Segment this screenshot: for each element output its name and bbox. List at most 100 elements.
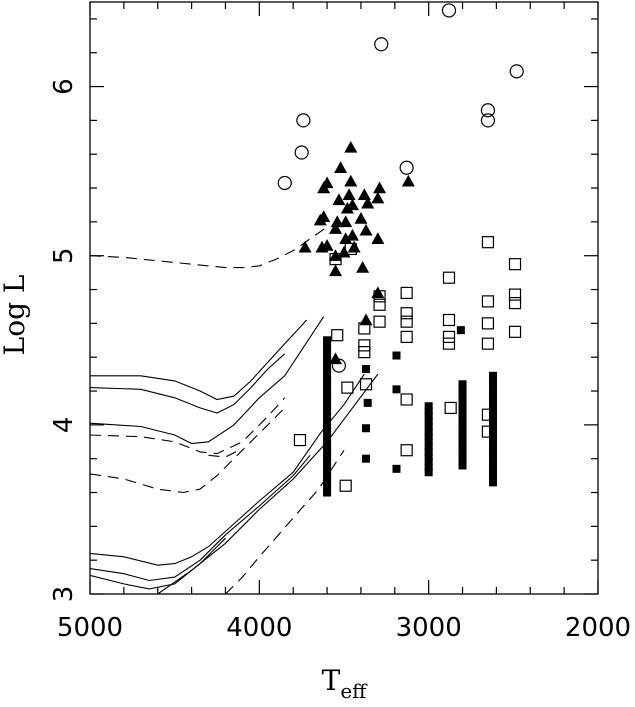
filled-square-point (458, 461, 467, 470)
filled-square-point (323, 468, 332, 477)
filled-triangle-point (339, 232, 353, 244)
filled-triangle-point (344, 174, 358, 187)
open-square-point (373, 290, 386, 303)
filled-square-point (489, 432, 498, 441)
open-square-point (344, 242, 357, 256)
open-square-point (508, 258, 522, 271)
open-square-point (481, 295, 495, 308)
filled-square-point (489, 468, 498, 477)
open-square-point (293, 433, 307, 447)
filled-square-point (489, 478, 498, 487)
filled-square-point (489, 437, 498, 446)
open-square-point (400, 393, 413, 406)
filled-square-point (323, 361, 332, 370)
evolutionary-tracks (90, 226, 379, 594)
open-circle-point (509, 64, 524, 79)
y-axis-label: Log L (0, 274, 31, 355)
filled-triangle-point (356, 261, 370, 273)
filled-triangle-point (373, 181, 387, 194)
filled-square-point (458, 385, 467, 394)
filled-square-point (323, 366, 332, 375)
solid-track (90, 316, 325, 445)
filled-square-point (458, 420, 467, 429)
open-square-point (400, 307, 413, 320)
filled-square-point (323, 417, 332, 426)
filled-triangle-point (320, 239, 334, 251)
open-square-point (508, 296, 522, 310)
filled-square-point (458, 441, 467, 450)
filled-square-point (489, 402, 498, 411)
filled-square-point (392, 385, 401, 394)
open-circle-point (441, 3, 457, 18)
filled-square-point (489, 452, 498, 461)
open-square-point (481, 236, 495, 249)
filled-square-point (458, 415, 467, 424)
filled-square-point (458, 456, 467, 465)
filled-square-point (323, 356, 332, 365)
open-square-point (508, 288, 522, 301)
filled-square-point (489, 376, 498, 385)
solid-track (90, 454, 311, 582)
filled-square-point (323, 442, 332, 451)
filled-square-point (323, 402, 332, 411)
open-square-point (442, 271, 456, 284)
open-square-point (442, 330, 456, 344)
filled-square-point (392, 351, 401, 360)
x-tick-label: 5000 (57, 613, 123, 643)
open-square-point (331, 329, 344, 342)
filled-square-point (323, 412, 332, 421)
filled-triangle-point (329, 264, 343, 277)
open-square-point (442, 337, 456, 350)
open-square-point (442, 313, 456, 327)
filled-square-point (424, 432, 433, 441)
filled-triangle-point (344, 140, 358, 153)
open-square-point (341, 381, 354, 394)
filled-square-point (489, 381, 498, 390)
open-square-point (481, 317, 495, 330)
x-axis-label-main: T (322, 664, 341, 697)
open-circle-point (480, 103, 496, 118)
solid-track (90, 353, 286, 414)
filled-square-point (424, 412, 433, 421)
filled-square-point (458, 436, 467, 445)
filled-triangle-point (298, 240, 312, 253)
filled-square-point (323, 381, 332, 390)
filled-square-point (489, 463, 498, 472)
filled-square-point (323, 437, 332, 446)
filled-square-point (323, 387, 332, 396)
filled-triangle-point (354, 212, 368, 224)
filled-square-point (458, 431, 467, 440)
open-square-point (444, 401, 457, 415)
filled-square-point (323, 351, 332, 360)
filled-square-point (424, 422, 433, 431)
filled-triangle-point (317, 210, 331, 223)
dashed-track (225, 449, 345, 594)
filled-square-point (458, 451, 467, 460)
filled-square-point (362, 365, 371, 374)
filled-square-point (392, 464, 401, 473)
dashed-track (208, 448, 243, 458)
filled-triangle-point (320, 176, 334, 189)
filled-triangle-point (329, 249, 343, 261)
filled-square-point (458, 380, 467, 389)
x-axis-label-sub: eff (340, 679, 368, 703)
y-tick-label: 6 (49, 78, 79, 95)
filled-square-point (489, 422, 498, 431)
filled-square-point (323, 473, 332, 482)
filled-triangle-point (329, 222, 343, 234)
x-tick-label: 4000 (226, 613, 292, 643)
filled-square-point (424, 442, 433, 451)
filled-square-point (323, 463, 332, 472)
y-tick-label: 5 (49, 247, 79, 264)
open-square-point (373, 298, 386, 311)
filled-square-point (489, 427, 498, 436)
open-square-point (508, 325, 522, 338)
filled-square-point (424, 417, 433, 426)
plot-frame (89, 1, 599, 595)
filled-triangle-point (342, 188, 356, 201)
filled-triangle-point (359, 313, 373, 326)
open-square-point (358, 339, 371, 352)
filled-triangle-point (357, 188, 371, 201)
filled-square-point (458, 425, 467, 434)
